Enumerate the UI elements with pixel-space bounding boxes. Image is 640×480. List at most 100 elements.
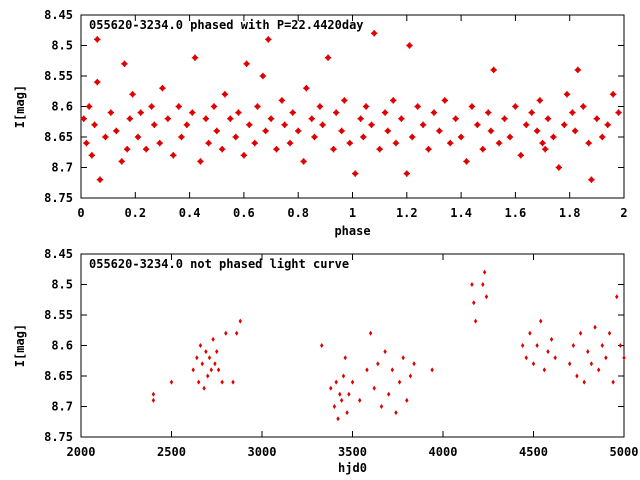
data-point (535, 343, 539, 348)
data-point (273, 146, 280, 153)
data-point (151, 391, 156, 397)
data-point (401, 355, 405, 361)
data-point (107, 109, 115, 116)
data-point (195, 355, 199, 361)
y-tick-label: 8.65 (44, 369, 73, 383)
x-tick-label: 1 (349, 206, 356, 220)
data-point (582, 379, 586, 385)
data-point (484, 294, 489, 300)
data-point (123, 146, 131, 153)
data-point (607, 330, 612, 336)
x-tick-label: 0.2 (124, 206, 146, 220)
x-tick-label: 0.4 (179, 206, 201, 220)
data-point (376, 361, 380, 367)
data-point (611, 379, 615, 385)
data-point (246, 121, 253, 128)
data-point (546, 349, 550, 355)
data-point (609, 91, 617, 98)
data-point (137, 109, 144, 116)
data-point (412, 361, 416, 367)
data-point (320, 343, 324, 348)
data-point (550, 133, 557, 141)
data-point (289, 109, 296, 116)
x-tick-label: 4500 (519, 445, 548, 459)
x-tick-label: 1.4 (450, 206, 472, 220)
data-point (350, 379, 355, 385)
data-point (205, 139, 212, 147)
y-tick-label: 8.6 (51, 100, 73, 114)
data-point (517, 152, 525, 159)
data-point (91, 121, 98, 128)
data-point (303, 85, 310, 92)
data-point (129, 91, 136, 98)
data-point (286, 139, 294, 147)
y-tick-label: 8.75 (44, 191, 73, 205)
data-point (368, 121, 375, 128)
data-point (430, 109, 438, 116)
data-point (183, 121, 191, 128)
data-point (341, 373, 346, 379)
data-point (588, 176, 595, 183)
data-point (384, 127, 391, 135)
data-point (365, 367, 369, 373)
data-point (96, 176, 104, 183)
y-tick-label: 8.45 (44, 8, 73, 22)
data-point (295, 127, 302, 135)
data-point (520, 343, 525, 348)
data-point (220, 379, 224, 385)
data-point (159, 85, 166, 92)
data-point (210, 103, 218, 110)
data-point (227, 115, 234, 122)
data-point (235, 109, 242, 116)
data-point (406, 42, 413, 49)
data-point (300, 158, 307, 165)
data-point (311, 133, 318, 141)
data-point (409, 133, 416, 141)
y-tick-label: 8.6 (51, 339, 73, 353)
data-point (231, 379, 235, 385)
unphased-plot-title: 055620-3234.0 not phased light curve (89, 257, 349, 271)
data-point (600, 343, 604, 348)
y-tick-label: 8.45 (44, 247, 73, 261)
data-point (338, 127, 345, 135)
data-point (387, 391, 391, 397)
data-point (578, 330, 583, 336)
data-point (118, 158, 125, 165)
data-point (528, 109, 535, 116)
data-point (94, 36, 101, 43)
data-point (593, 115, 601, 122)
data-point (213, 361, 217, 367)
x-tick-label: 0.8 (287, 206, 309, 220)
data-point (345, 410, 349, 416)
data-point (221, 91, 229, 98)
data-point (102, 133, 109, 141)
data-point (474, 121, 481, 128)
data-point (506, 133, 514, 141)
data-point (191, 54, 199, 61)
data-point (238, 318, 242, 324)
data-point (209, 367, 214, 373)
data-point (372, 385, 376, 391)
y-tick-label: 8.55 (44, 308, 73, 322)
x-tick-label: 2500 (157, 445, 186, 459)
data-point (615, 294, 619, 300)
data-point (425, 146, 432, 153)
data-point (259, 72, 267, 80)
data-point (379, 404, 384, 409)
data-point (316, 103, 324, 110)
data-point (490, 66, 497, 74)
data-point (622, 355, 626, 361)
data-point (392, 139, 400, 147)
data-point (398, 115, 405, 122)
data-point (430, 367, 434, 373)
data-point (202, 385, 206, 391)
data-point (549, 336, 554, 342)
data-point (561, 121, 568, 128)
data-point (324, 54, 332, 61)
data-point (485, 109, 492, 116)
phased-plot-points (80, 30, 622, 183)
data-point (94, 78, 101, 86)
y-tick-label: 8.65 (44, 130, 73, 144)
x-tick-label: 0 (77, 206, 84, 220)
